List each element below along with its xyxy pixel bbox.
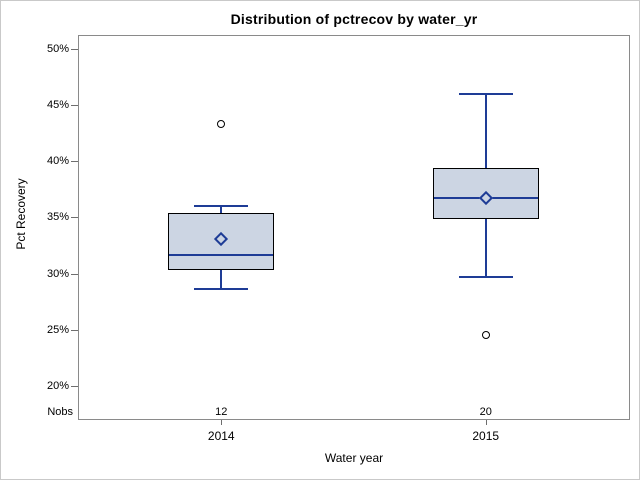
y-tick-label: 40% xyxy=(46,155,69,168)
whisker-stem-upper xyxy=(484,93,487,168)
whisker-stem-upper xyxy=(220,206,223,213)
y-tick-mark xyxy=(71,104,78,106)
whisker-cap-lower xyxy=(194,288,249,291)
iqr-box xyxy=(432,167,539,219)
x-axis-title: Water year xyxy=(324,451,384,465)
y-tick-label: 25% xyxy=(46,324,69,337)
chart-title: Distribution of pctrecov by water_yr xyxy=(230,11,478,27)
nobs-value: 20 xyxy=(479,406,492,418)
y-tick-label: 50% xyxy=(46,42,69,55)
whisker-stem-lower xyxy=(220,270,223,290)
y-tick-mark xyxy=(71,48,78,50)
y-tick-mark xyxy=(71,217,78,219)
y-tick-mark xyxy=(71,273,78,275)
nobs-value: 12 xyxy=(215,406,228,418)
whisker-stem-lower xyxy=(484,218,487,278)
x-tick-label: 2014 xyxy=(207,429,235,443)
y-tick-label: 20% xyxy=(46,380,69,393)
y-tick-label: 35% xyxy=(46,211,69,224)
nobs-row-label: Nobs xyxy=(47,406,73,418)
y-tick-mark xyxy=(71,386,78,388)
y-tick-label: 45% xyxy=(46,98,69,111)
whisker-cap-lower xyxy=(458,276,513,279)
whisker-cap-upper xyxy=(194,205,249,208)
x-tick-label: 2015 xyxy=(472,429,500,443)
y-tick-label: 30% xyxy=(46,267,69,280)
y-tick-mark xyxy=(71,330,78,332)
plot-area xyxy=(78,35,630,420)
outlier-circle-marker xyxy=(481,330,490,339)
y-tick-mark xyxy=(71,161,78,163)
x-tick-mark xyxy=(485,420,487,425)
x-tick-mark xyxy=(221,420,223,425)
whisker-cap-upper xyxy=(458,92,513,95)
outlier-circle-marker xyxy=(217,119,226,128)
median-line xyxy=(169,253,274,256)
